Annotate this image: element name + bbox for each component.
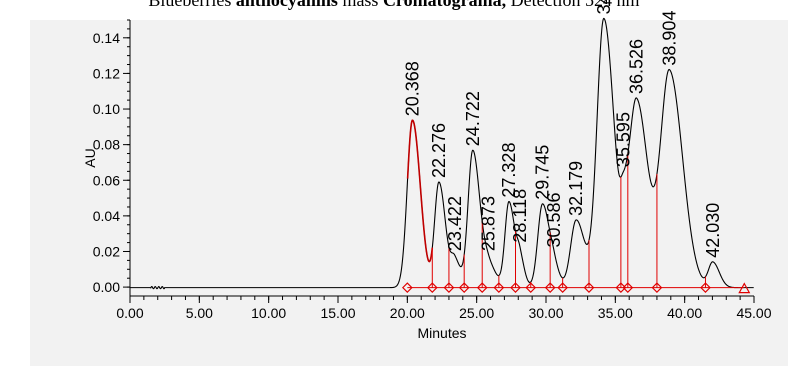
x-tick-label: 15.00 bbox=[320, 305, 355, 321]
plot-panel bbox=[30, 20, 788, 366]
integration-marker bbox=[443, 282, 455, 293]
x-tick-label: 20.00 bbox=[390, 305, 425, 321]
peak-label: 32.179 bbox=[566, 161, 586, 216]
integration-marker bbox=[622, 282, 634, 293]
peak-label: 23.422 bbox=[445, 196, 465, 251]
chart-title: Blueberries anthocyanins mass Cromatogra… bbox=[0, 0, 788, 11]
integration-marker bbox=[544, 282, 556, 293]
x-axis-label: Minutes bbox=[417, 325, 466, 341]
peak-label: 27.328 bbox=[499, 143, 519, 198]
peak-label: 36.526 bbox=[627, 39, 647, 94]
x-tick-label: 40.00 bbox=[667, 305, 702, 321]
integration-marker bbox=[651, 282, 663, 293]
y-tick-label: 0.04 bbox=[93, 208, 120, 224]
integration-marker bbox=[525, 282, 537, 293]
integration-end-marker bbox=[738, 282, 751, 294]
y-axis-label: AU bbox=[82, 148, 98, 167]
peak-label: 29.745 bbox=[533, 145, 553, 200]
y-tick-label: 0.12 bbox=[93, 65, 120, 81]
peak-label: 42.030 bbox=[703, 203, 723, 258]
x-tick-label: 45.00 bbox=[736, 305, 771, 321]
peak-label: 35.595 bbox=[614, 112, 634, 167]
integration-marker bbox=[700, 282, 711, 293]
chromatogram-trace bbox=[130, 17, 754, 290]
peak-label: 24.722 bbox=[463, 91, 483, 146]
peak-label: 20.368 bbox=[403, 61, 423, 116]
y-tick-label: 0.06 bbox=[93, 172, 120, 188]
x-tick-label: 0.00 bbox=[116, 305, 143, 321]
peak-label: 30.586 bbox=[544, 192, 564, 247]
peak-label: 28.118 bbox=[510, 189, 530, 243]
integration-marker bbox=[583, 282, 595, 293]
x-tick-label: 30.00 bbox=[528, 305, 563, 321]
y-tick-label: 0.02 bbox=[93, 243, 120, 259]
y-tick-label: 0.10 bbox=[93, 101, 120, 117]
integration-marker bbox=[426, 282, 438, 293]
peak-label: 25.873 bbox=[479, 196, 499, 251]
integration-marker bbox=[510, 282, 521, 293]
x-tick-label: 10.00 bbox=[251, 305, 286, 321]
title-bold-2: Cromatograma, bbox=[382, 0, 507, 10]
peak-label: 38.904 bbox=[659, 11, 679, 66]
integration-marker bbox=[458, 282, 470, 293]
y-tick-label: 0.14 bbox=[93, 30, 120, 46]
integration-marker bbox=[557, 282, 568, 293]
title-middle: mass bbox=[337, 0, 383, 10]
integration-marker bbox=[401, 282, 413, 293]
x-tick-label: 35.00 bbox=[598, 305, 633, 321]
integration-marker bbox=[493, 282, 505, 293]
title-prefix: Blueberries bbox=[148, 0, 236, 10]
peak-label: 34.165 bbox=[594, 0, 614, 14]
title-suffix: Detection 524 nm bbox=[506, 0, 640, 10]
integration-marker bbox=[476, 282, 488, 293]
title-bold-1: anthocyanins bbox=[235, 0, 338, 10]
y-tick-label: 0.00 bbox=[93, 279, 120, 295]
x-tick-label: 5.00 bbox=[186, 305, 213, 321]
first-peak-trace bbox=[406, 119, 434, 263]
integration-marker bbox=[615, 282, 627, 293]
y-tick-label: 0.08 bbox=[93, 137, 120, 153]
peak-label: 22.276 bbox=[429, 123, 449, 178]
x-tick-label: 25.00 bbox=[459, 305, 494, 321]
